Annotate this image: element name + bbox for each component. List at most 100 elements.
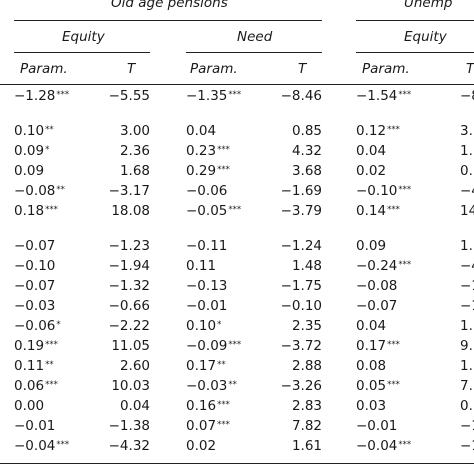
t-cell: −1.24: [281, 236, 322, 256]
cell-value: 3.00: [119, 123, 150, 139]
t-cell: 3.00: [120, 121, 150, 141]
t-cell: −1.: [460, 276, 474, 296]
cell-value: −0.13: [186, 278, 228, 294]
cell-value: −1.: [460, 438, 474, 454]
param-cell: −0.06: [186, 181, 227, 201]
cell-value: 0.17: [356, 338, 387, 354]
cell-value: 2.88: [291, 358, 322, 374]
t-cell: 2.83: [292, 396, 322, 416]
table-row: −0.10 −1.94 0.11 1.48 −0.24*** −4.: [0, 256, 474, 276]
t-cell: 1.68: [120, 161, 150, 181]
cell-value: 0.09: [14, 143, 45, 159]
t-cell: −8.: [460, 86, 474, 106]
column-header-param: Param.: [190, 61, 238, 77]
t-cell: −8.46: [281, 86, 322, 106]
cell-value: −0.01: [356, 418, 398, 434]
cell-value: −1.38: [108, 418, 150, 434]
cell-value: −0.07: [14, 238, 56, 254]
t-cell: 2.60: [120, 356, 150, 376]
significance-stars: ***: [398, 440, 412, 450]
column-header-t: T: [298, 61, 307, 77]
param-cell: 0.10**: [14, 121, 54, 141]
cell-value: −3.17: [108, 183, 150, 199]
cell-value: −8.: [460, 88, 474, 104]
t-cell: −5.55: [109, 86, 150, 106]
cell-value: 0.09: [356, 238, 387, 254]
param-cell: −0.10***: [356, 181, 411, 201]
cell-value: 0.11: [14, 358, 45, 374]
group-rule-unemp: [356, 20, 474, 21]
cell-value: 0.17: [186, 358, 217, 374]
param-cell: 0.06***: [14, 376, 58, 396]
subgroup-header-need: Need: [237, 29, 273, 45]
significance-stars: *: [56, 320, 61, 330]
t-cell: 1.: [460, 316, 473, 336]
cell-value: −0.03: [186, 378, 228, 394]
cell-value: −1.94: [108, 258, 150, 274]
param-cell: 0.07***: [186, 416, 230, 436]
cell-value: −2.22: [108, 318, 150, 334]
cell-value: −0.07: [356, 298, 398, 314]
t-cell: −1.38: [109, 416, 150, 436]
t-cell: 14.: [460, 201, 474, 221]
t-cell: −1.94: [109, 256, 150, 276]
cell-value: −5.55: [108, 88, 150, 104]
param-cell: 0.11**: [14, 356, 54, 376]
significance-stars: ***: [45, 205, 58, 215]
t-cell: 1.61: [292, 436, 322, 456]
param-cell: −1.54***: [356, 86, 411, 106]
cell-value: 1.: [460, 143, 473, 159]
group-rule-old-age: [14, 20, 322, 21]
t-cell: 3.: [460, 121, 473, 141]
cell-value: −0.03: [14, 298, 56, 314]
param-cell: −0.13: [186, 276, 227, 296]
t-cell: −3.26: [281, 376, 322, 396]
cell-value: 1.: [460, 318, 473, 334]
t-cell: −0.10: [281, 296, 322, 316]
param-cell: −0.03: [14, 296, 55, 316]
significance-stars: ***: [45, 340, 58, 350]
param-cell: −0.08**: [14, 181, 65, 201]
column-header-param: Param.: [20, 61, 68, 77]
table-row: 0.10** 3.00 0.04 0.85 0.12*** 3.: [0, 121, 474, 141]
t-cell: 10.03: [111, 376, 150, 396]
param-cell: 0.04: [186, 121, 216, 141]
table-bottom-rule: [0, 463, 474, 464]
table-row: 0.19*** 11.05 −0.09*** −3.72 0.17*** 9.: [0, 336, 474, 356]
significance-stars: ***: [387, 205, 400, 215]
column-header-param: Param.: [362, 61, 410, 77]
cell-value: −1.32: [108, 278, 150, 294]
header-bottom-rule: [0, 84, 474, 85]
cell-value: 0.: [460, 398, 473, 414]
t-cell: −3.17: [109, 181, 150, 201]
t-cell: 3.68: [292, 161, 322, 181]
cell-value: 3.68: [291, 163, 322, 179]
cell-value: 0.08: [356, 358, 387, 374]
cell-value: −0.10: [280, 298, 322, 314]
cell-value: −0.06: [14, 318, 56, 334]
table-row: −0.01 −1.38 0.07*** 7.82 −0.01 −1.: [0, 416, 474, 436]
cell-value: −1.23: [108, 238, 150, 254]
cell-value: 7.82: [291, 418, 322, 434]
cell-value: 0.09: [14, 163, 45, 179]
param-cell: −0.11: [186, 236, 227, 256]
param-cell: −0.06*: [14, 316, 61, 336]
significance-stars: ***: [56, 440, 70, 450]
param-cell: −0.01: [14, 416, 55, 436]
param-cell: −0.01: [356, 416, 397, 436]
cell-value: −0.01: [14, 418, 56, 434]
param-cell: 0.04: [356, 316, 386, 336]
significance-stars: ***: [217, 400, 230, 410]
subgroup-header-equity: Equity: [62, 29, 105, 45]
cell-value: 4.32: [291, 143, 322, 159]
cell-value: 0.02: [186, 438, 217, 454]
cell-value: 0.03: [356, 398, 387, 414]
param-cell: 0.05***: [356, 376, 400, 396]
cell-value: 3.: [460, 123, 473, 139]
cell-value: −0.10: [14, 258, 56, 274]
cell-value: 0.07: [186, 418, 217, 434]
param-cell: 0.29***: [186, 161, 230, 181]
t-cell: −1.23: [109, 236, 150, 256]
param-cell: −0.07: [14, 236, 55, 256]
t-cell: −1.: [460, 296, 474, 316]
